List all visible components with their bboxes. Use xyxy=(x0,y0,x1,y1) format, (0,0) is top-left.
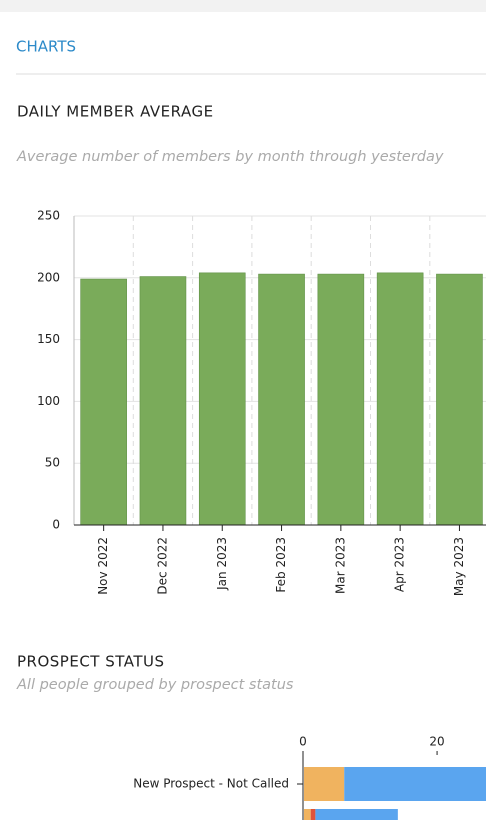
bar-segment xyxy=(315,809,398,820)
bar-segment xyxy=(310,809,316,820)
chart-subtitle: All people grouped by prospect status xyxy=(16,677,294,693)
bar xyxy=(198,272,246,526)
x-tick-label: Nov 2022 xyxy=(96,537,110,595)
bar xyxy=(317,273,365,526)
chart-title: DAILY MEMBER AVERAGE xyxy=(17,103,214,121)
bar xyxy=(376,272,424,526)
y-tick-label: 0 xyxy=(52,518,60,532)
chart-title: PROSPECT STATUS xyxy=(17,653,165,671)
bar xyxy=(139,276,187,526)
bar-segment xyxy=(304,809,311,820)
y-tick-label: 200 xyxy=(37,270,60,284)
chart-subtitle: Average number of members by month throu… xyxy=(16,149,444,165)
y-tick-label: New Prospect - Not Called xyxy=(133,777,289,791)
section-title: CHARTS xyxy=(16,38,76,56)
y-tick-label: 50 xyxy=(45,456,60,470)
bar xyxy=(258,273,305,526)
x-tick-label: May 2023 xyxy=(452,537,466,596)
x-tick-label: 0 xyxy=(299,735,307,749)
x-tick-label: Feb 2023 xyxy=(274,537,288,593)
x-tick-label: 20 xyxy=(429,735,444,749)
y-tick-label: 250 xyxy=(37,209,60,223)
y-tick-label: 150 xyxy=(37,332,60,346)
x-tick-label: Apr 2023 xyxy=(393,537,407,592)
x-tick-label: Dec 2022 xyxy=(155,537,169,595)
bar-segment xyxy=(304,767,345,801)
y-tick-label: 100 xyxy=(37,394,60,408)
bar xyxy=(436,273,483,526)
bar xyxy=(80,278,127,526)
bar-segment xyxy=(344,767,486,801)
x-tick-label: Jan 2023 xyxy=(215,537,229,591)
x-tick-label: Mar 2023 xyxy=(333,537,347,594)
